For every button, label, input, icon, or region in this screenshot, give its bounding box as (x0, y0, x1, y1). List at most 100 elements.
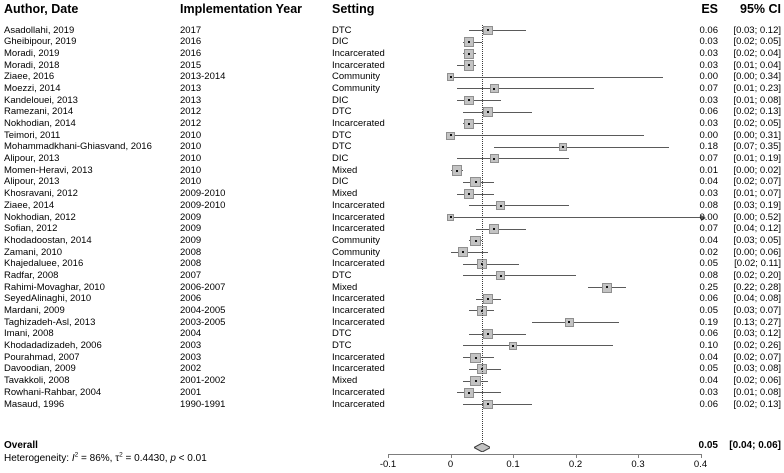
study-year: 2016 (180, 36, 202, 48)
confidence-interval-line (456, 100, 501, 102)
ci-value: [0.00; 0.02] (733, 164, 781, 176)
study-setting: Community (332, 234, 381, 246)
ci-value: [0.03; 0.07] (733, 305, 781, 316)
ci-value: [0.02; 0.26] (733, 340, 781, 352)
study-setting: DIC (332, 36, 349, 48)
study-author: Sofian, 2012 (4, 223, 58, 235)
study-setting: Incarcerated (332, 398, 385, 410)
study-author: SeyedAlinaghi, 2010 (4, 293, 92, 305)
overall-row: Overall 0.05 [0.04; 0.06] (0, 440, 784, 452)
point-estimate-dot (493, 157, 496, 160)
study-year: 1990-1991 (180, 398, 226, 410)
column-header-author-date: Author, Date (4, 2, 79, 16)
ci-value: [0.01; 0.04] (733, 59, 781, 71)
point-estimate-dot (474, 379, 477, 382)
study-setting: DTC (332, 129, 352, 141)
confidence-interval-line (469, 205, 570, 207)
point-estimate-dot (499, 204, 502, 207)
study-row: Imani, 2008 2004 DTC 0.06 [0.03; 0.12] (0, 328, 784, 340)
confidence-interval-line (450, 135, 645, 137)
study-author: Alipour, 2013 (4, 176, 60, 188)
study-row: Ziaee, 2016 2013-2014 Community 0.00 [0.00; … (0, 71, 784, 83)
es-value: 0.04 (699, 176, 719, 188)
ci-value: [0.03; 0.12] (733, 24, 781, 36)
point-estimate-dot (562, 146, 564, 149)
point-estimate-dot (487, 298, 489, 301)
point-estimate-dot (468, 99, 471, 102)
study-row: Tavakkoli, 2008 2001-2002 Mixed 0.04 [0.02; … (0, 375, 784, 387)
x-axis-tick (450, 453, 452, 458)
study-setting: DIC (332, 153, 349, 165)
study-author: Asadollahi, 2019 (4, 24, 75, 36)
ci-value: [0.02; 0.20] (733, 269, 781, 281)
x-axis-tick (638, 453, 639, 458)
study-setting: DTC (332, 106, 352, 118)
column-header-setting: Setting (332, 2, 375, 16)
study-author: Zamani, 2010 (4, 246, 63, 258)
x-axis-tick (513, 453, 514, 458)
es-value: 0.03 (699, 94, 719, 106)
ci-value: [0.01; 0.07] (733, 188, 781, 200)
point-estimate-dot (493, 227, 496, 230)
study-setting: Incarcerated (332, 363, 385, 375)
es-value: 0.06 (699, 106, 719, 118)
study-year: 2016 (180, 47, 202, 59)
ci-value: [0.00; 0.06] (733, 246, 781, 258)
study-setting: Incarcerated (332, 211, 385, 223)
study-year: 2009-2010 (180, 199, 226, 211)
study-row: Ramezani, 2014 2012 DTC 0.06 [0.02; 0.13] (0, 106, 784, 118)
point-estimate-dot (449, 216, 452, 219)
study-row: Mohammadkhani-Ghiasvand, 2016 2010 DTC 0.18… (0, 141, 784, 153)
study-year: 2002 (180, 363, 202, 375)
confidence-interval-line (469, 29, 526, 31)
forest-rows: Asadollahi, 2019 2017 DTC 0.06 [0.03; 0.12] G… (0, 25, 784, 411)
study-year: 2003 (180, 351, 202, 363)
point-estimate-dot (468, 122, 471, 125)
study-year: 2004 (180, 328, 202, 340)
study-setting: Incarcerated (332, 258, 385, 270)
x-axis-line (388, 453, 701, 455)
study-row: Moradi, 2019 2016 Incarcerated 0.03 [0.02; 0… (0, 48, 784, 60)
study-row: SeyedAlinaghi, 2010 2006 Incarcerated 0.06 [… (0, 293, 784, 305)
study-author: Khosravani, 2012 (4, 188, 78, 200)
study-row: Khodadadizadeh, 2006 2003 DTC 0.10 [0.02; 0.… (0, 340, 784, 352)
ci-value: [0.00; 0.34] (733, 71, 781, 83)
confidence-interval-line (450, 76, 663, 78)
point-estimate-dot (499, 274, 502, 277)
x-axis-tick-label: 0.2 (568, 459, 583, 470)
point-estimate-dot (468, 192, 471, 195)
es-value: 0.18 (699, 141, 719, 153)
es-value: 0.03 (699, 118, 719, 129)
es-value: 0.03 (699, 36, 719, 48)
confidence-interval-line (494, 146, 670, 148)
study-setting: Incarcerated (332, 59, 385, 71)
study-setting: Mixed (332, 164, 358, 176)
het-i: I (71, 452, 75, 464)
study-row: Momen-Heravi, 2013 2010 Mixed 0.01 [0.00; 0.… (0, 165, 784, 177)
ci-value: [0.02; 0.05] (733, 36, 781, 48)
study-row: Alipour, 2013 2010 DIC 0.04 [0.02; 0.07] (0, 176, 784, 188)
study-row: Teimori, 2011 2010 DTC 0.00 [0.00; 0.31] (0, 130, 784, 142)
x-axis-tick (575, 453, 577, 458)
ci-value: [0.01; 0.08] (733, 94, 781, 106)
study-author: Nokhodian, 2014 (4, 118, 76, 129)
es-value: 0.07 (699, 223, 719, 235)
het-p: p (170, 452, 176, 464)
study-setting: DIC (332, 94, 349, 106)
ci-value: [0.03; 0.12] (733, 328, 781, 340)
study-year: 2010 (180, 129, 202, 141)
ci-value: [0.02; 0.04] (733, 47, 781, 59)
study-row: Davoodian, 2009 2002 Incarcerated 0.05 [0.03… (0, 363, 784, 375)
overall-diamond (473, 442, 490, 452)
study-row: Asadollahi, 2019 2017 DTC 0.06 [0.03; 0.12] (0, 25, 784, 37)
study-setting: DTC (332, 340, 352, 352)
study-row: Masaud, 1996 1990-1991 Incarcerated 0.06 [0.… (0, 399, 784, 411)
study-year: 2008 (180, 258, 202, 270)
study-setting: DIC (332, 176, 349, 188)
study-year: 2001 (180, 386, 202, 398)
confidence-interval-line (456, 88, 595, 90)
point-estimate-dot (468, 40, 471, 43)
ci-value: [0.04; 0.08] (733, 293, 781, 305)
study-row: Kandelouei, 2013 2013 DIC 0.03 [0.01; 0.08] (0, 95, 784, 107)
confidence-interval-line (475, 228, 526, 230)
